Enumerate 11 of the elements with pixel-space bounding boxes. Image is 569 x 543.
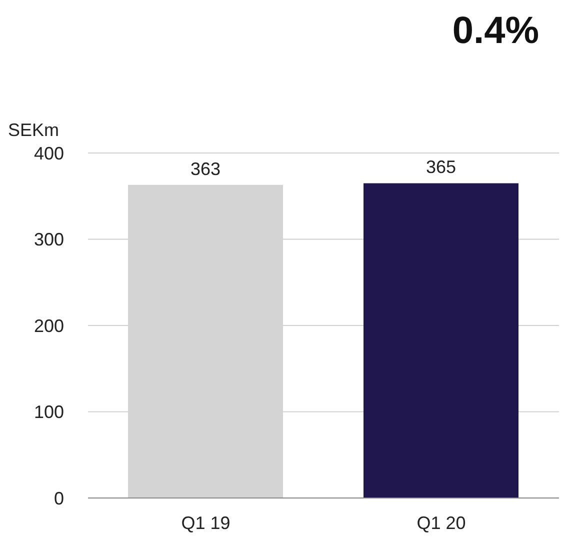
y-tick-label: 300 bbox=[34, 230, 64, 250]
y-tick-label: 200 bbox=[34, 316, 64, 336]
y-tick-label: 100 bbox=[34, 402, 64, 422]
x-tick-label: Q1 19 bbox=[181, 512, 230, 533]
x-tick-label: Q1 20 bbox=[416, 512, 466, 533]
chart-title: 0.4% bbox=[452, 10, 539, 53]
y-axis-title: SEKm bbox=[8, 120, 60, 141]
y-tick-label: 400 bbox=[34, 143, 64, 164]
data-label: 363 bbox=[190, 158, 221, 179]
y-tick-label: 0 bbox=[54, 488, 64, 508]
data-label: 365 bbox=[426, 157, 456, 178]
